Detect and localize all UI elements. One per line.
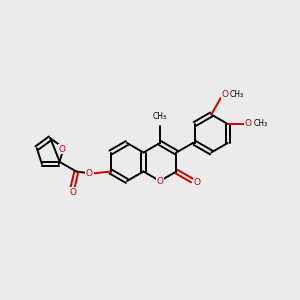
Text: O: O <box>221 91 228 100</box>
Text: O: O <box>86 169 93 178</box>
Text: O: O <box>245 119 252 128</box>
Text: O: O <box>58 145 65 154</box>
Text: CH₃: CH₃ <box>230 91 244 100</box>
Text: O: O <box>69 188 76 197</box>
Text: O: O <box>194 178 200 187</box>
Text: CH₃: CH₃ <box>153 112 167 121</box>
Text: O: O <box>156 176 164 185</box>
Text: CH₃: CH₃ <box>253 119 267 128</box>
